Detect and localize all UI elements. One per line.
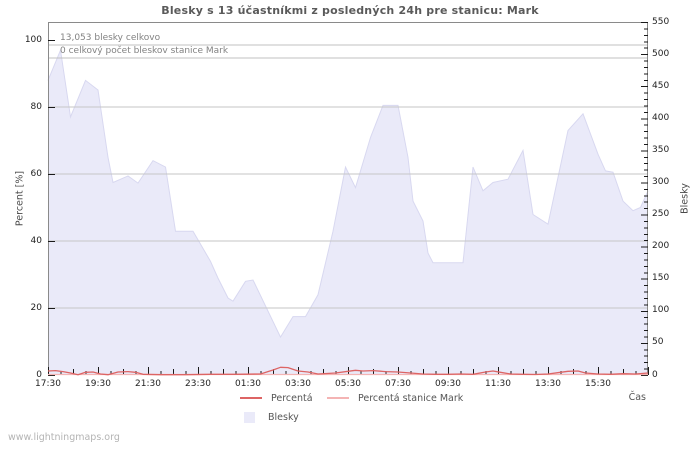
x-tick-label: 19:30 (85, 379, 111, 389)
y-right-tick-label: 250 (652, 209, 670, 220)
y-left-tick-label: 60 (30, 168, 42, 179)
y-right-tick-label: 300 (652, 176, 670, 187)
y-left-tick-label: 80 (30, 101, 42, 112)
x-tick-label: 07:30 (385, 379, 411, 389)
y-axis-right-title: Blesky (679, 183, 691, 214)
x-tick-label: 17:30 (35, 379, 61, 389)
x-tick-label: 15:30 (585, 379, 611, 389)
blesky-area-edge (47, 48, 649, 339)
chart-title: Blesky s 13 účastníkmi z posledných 24h … (161, 4, 539, 17)
blesky-area (48, 50, 648, 375)
y-right-tick-label: 350 (652, 144, 670, 155)
y-left-tick-label: 40 (30, 235, 42, 246)
annotation-station-lightning: 0 celkový počet bleskov stanice Mark (60, 46, 229, 56)
annotation-total-lightning: 13,053 blesky celkovo (60, 33, 161, 43)
x-tick-label: 21:30 (135, 379, 161, 389)
percenta-line (47, 366, 649, 376)
x-tick-label: 05:30 (335, 379, 361, 389)
x-tick-label: 23:30 (185, 379, 211, 389)
x-tick-label: 01:30 (235, 379, 261, 389)
x-tick-label: 03:30 (285, 379, 311, 389)
x-tick-label: 11:30 (485, 379, 511, 389)
y-right-tick-label: 150 (652, 273, 670, 284)
watermark-text: www.lightningmaps.org (8, 432, 120, 443)
y-right-tick-label: 500 (652, 48, 670, 59)
y-left-tick-label: 20 (30, 302, 42, 313)
y-right-tick-label: 100 (652, 305, 670, 316)
y-right-tick-label: 550 (652, 16, 670, 27)
y-right-tick-label: 450 (652, 80, 670, 91)
y-right-tick-label: 50 (652, 337, 664, 348)
x-axis-title: Čas (628, 392, 646, 403)
y-right-tick-label: 200 (652, 241, 670, 252)
x-tick-label: 13:30 (535, 379, 561, 389)
y-left-tick-label: 0 (36, 369, 42, 380)
y-right-tick-label: 0 (652, 369, 658, 380)
y-right-tick-label: 400 (652, 112, 670, 123)
y-left-tick-label: 100 (24, 34, 42, 45)
x-tick-label: 09:30 (435, 379, 461, 389)
